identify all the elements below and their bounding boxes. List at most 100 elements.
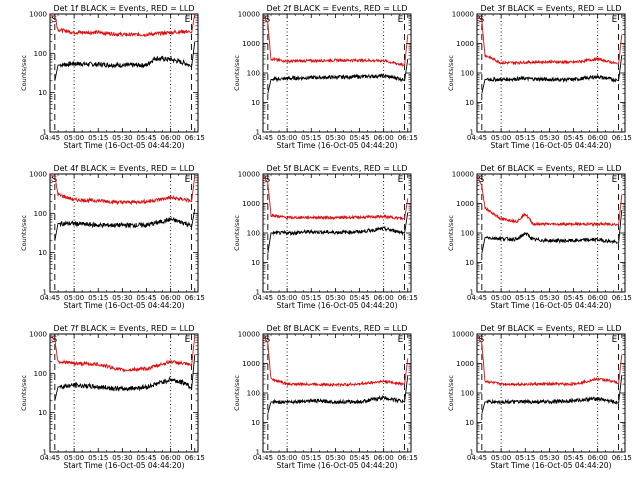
y-tick-label: 1: [470, 449, 474, 457]
lld-rate-line: [476, 335, 623, 388]
x-tick-label: 04:45: [40, 454, 60, 462]
x-tick-label: 06:00: [161, 454, 181, 462]
x-tick-label: 05:15: [88, 454, 108, 462]
x-axis-title: Start Time (16-Oct-05 04:44:20): [63, 301, 184, 310]
y-axis: [477, 333, 625, 453]
x-tick-label: 05:45: [136, 134, 156, 142]
x-tick-label: 06:00: [374, 134, 394, 142]
y-tick-label: 1: [43, 129, 47, 137]
y-tick-label: 10: [251, 259, 260, 267]
x-tick-label: 06:15: [185, 294, 205, 302]
y-tick-label: 1000: [456, 40, 474, 48]
plot-frame: [476, 173, 626, 293]
plot-frame: [262, 13, 412, 133]
plot-frame: [49, 333, 199, 453]
detector-panel: Det 5f BLACK = Events, RED = LLD 1 10 100 10…: [233, 164, 418, 310]
end-marker-label: E: [612, 175, 618, 185]
x-tick-label: 05:00: [277, 134, 297, 142]
x-tick-label: 06:15: [185, 454, 205, 462]
detector-panel: Det 8f BLACK = Events, RED = LLD 1 10 100 10…: [233, 324, 418, 470]
detector-panel: Det 9f BLACK = Events, RED = LLD 1 10 100 10…: [447, 324, 632, 470]
start-marker-label: S: [479, 175, 485, 185]
detector-panel: Det 3f BLACK = Events, RED = LLD 1 10 100 10…: [447, 4, 632, 150]
x-tick-label: 06:15: [185, 134, 205, 142]
x-tick-label: 05:00: [277, 454, 297, 462]
end-marker-label: E: [185, 175, 191, 185]
lld-rate-line: [476, 175, 623, 228]
detector-panel: Det 6f BLACK = Events, RED = LLD 1 10 100 10…: [447, 164, 632, 310]
x-tick-label: 06:00: [588, 294, 608, 302]
x-tick-label: 05:45: [563, 454, 583, 462]
x-tick-label: 04:45: [253, 134, 273, 142]
detector-panel: Det 1f BLACK = Events, RED = LLD 1 10 100 10…: [20, 4, 205, 150]
y-axis: [50, 173, 198, 293]
end-marker-label: E: [398, 175, 404, 185]
x-tick-label: 06:15: [612, 294, 632, 302]
panel-title: Det 7f BLACK = Events, RED = LLD: [53, 324, 194, 333]
x-tick-label: 05:15: [301, 294, 321, 302]
x-tick-label: 05:00: [277, 294, 297, 302]
panel-title: Det 1f BLACK = Events, RED = LLD: [53, 4, 194, 13]
y-tick-label: 1: [43, 289, 47, 297]
y-tick-label: 1000: [242, 360, 260, 368]
x-tick-label: 05:45: [563, 294, 583, 302]
panel-title: Det 8f BLACK = Events, RED = LLD: [266, 324, 407, 333]
panel-title: Det 5f BLACK = Events, RED = LLD: [266, 164, 407, 173]
events-rate-line: [481, 209, 623, 254]
x-tick-label: 05:45: [563, 134, 583, 142]
plot-frame: [49, 13, 199, 133]
x-tick-label: 05:30: [539, 454, 559, 462]
detector-panel: Det 4f BLACK = Events, RED = LLD 1 10 100 10…: [20, 164, 205, 310]
x-tick-label: 06:00: [588, 134, 608, 142]
x-tick-label: 05:00: [491, 454, 511, 462]
y-tick-label: 10: [38, 249, 47, 257]
x-tick-label: 06:00: [161, 134, 181, 142]
y-tick-label: 10000: [452, 171, 474, 179]
y-axis: [477, 173, 625, 293]
y-tick-label: 1000: [456, 360, 474, 368]
y-axis-title: Counts/sec: [20, 55, 28, 91]
x-axis-title: Start Time (16-Oct-05 04:44:20): [490, 461, 611, 470]
y-axis-title: Counts/sec: [233, 375, 241, 411]
y-tick-label: 100: [461, 70, 474, 78]
x-tick-label: 04:45: [467, 294, 487, 302]
x-tick-label: 06:00: [161, 294, 181, 302]
x-tick-label: 05:45: [349, 134, 369, 142]
end-marker-label: E: [398, 335, 404, 345]
x-tick-label: 05:15: [515, 134, 535, 142]
panel-title: Det 3f BLACK = Events, RED = LLD: [480, 4, 621, 13]
y-tick-label: 100: [247, 230, 260, 238]
x-tick-label: 04:45: [467, 454, 487, 462]
plot-frame: [476, 333, 626, 453]
lld-rate-line: [262, 15, 409, 68]
start-marker-label: S: [265, 15, 271, 25]
y-tick-label: 10: [251, 419, 260, 427]
x-tick-label: 05:30: [112, 294, 132, 302]
y-axis-title: Counts/sec: [447, 55, 455, 91]
end-marker-label: E: [398, 15, 404, 25]
x-tick-label: 06:00: [588, 454, 608, 462]
end-marker-label: E: [612, 15, 618, 25]
y-tick-label: 10: [465, 99, 474, 107]
y-axis: [477, 13, 625, 133]
events-rate-line: [54, 354, 196, 401]
y-tick-label: 100: [461, 390, 474, 398]
panel-title: Det 2f BLACK = Events, RED = LLD: [266, 4, 407, 13]
y-tick-label: 10000: [238, 11, 260, 19]
end-marker-label: E: [185, 335, 191, 345]
y-tick-label: 100: [34, 50, 47, 58]
x-tick-label: 06:15: [398, 454, 418, 462]
end-marker-label: E: [185, 15, 191, 25]
start-marker-label: S: [265, 335, 271, 345]
y-tick-label: 100: [34, 370, 47, 378]
x-axis-title: Start Time (16-Oct-05 04:44:20): [63, 141, 184, 150]
x-tick-label: 05:15: [88, 134, 108, 142]
y-tick-label: 1000: [242, 40, 260, 48]
y-tick-label: 10: [465, 259, 474, 267]
x-tick-label: 05:30: [112, 134, 132, 142]
x-tick-label: 05:15: [515, 454, 535, 462]
panel-title: Det 6f BLACK = Events, RED = LLD: [480, 164, 621, 173]
lld-rate-line: [262, 335, 409, 388]
start-marker-label: S: [479, 335, 485, 345]
